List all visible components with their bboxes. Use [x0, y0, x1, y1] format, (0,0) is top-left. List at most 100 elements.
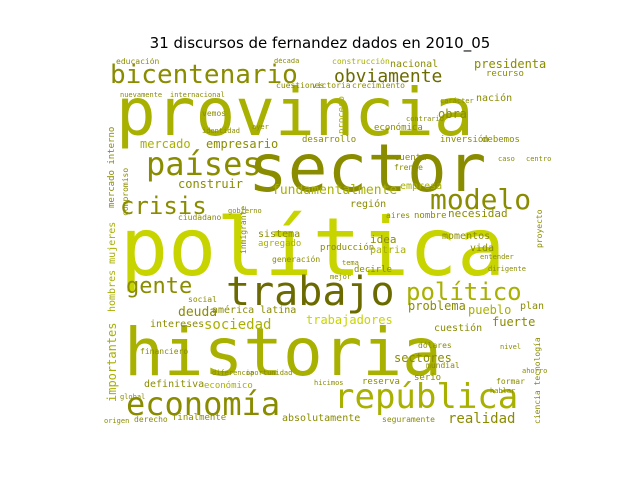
- chart-title: 31 discursos de fernandez dados en 2010_…: [149, 34, 491, 52]
- word-agregado: agregado: [258, 239, 302, 249]
- word-paises: países: [146, 145, 262, 183]
- word-hombres-mujeres: hombres mujeres: [107, 221, 118, 312]
- word-caracter: carácter: [440, 97, 474, 105]
- word-obra: obra: [438, 107, 467, 121]
- word-proyecto: proyecto: [535, 209, 544, 248]
- word-cloud: provincia sector política historia traba…: [96, 58, 560, 428]
- word-desarrollo: desarrollo: [302, 135, 357, 145]
- word-problema: problema: [408, 299, 466, 313]
- word-finalmente: finalmente: [172, 413, 227, 423]
- word-nacion: nación: [476, 93, 513, 104]
- word-plan: plan: [520, 301, 545, 312]
- word-nombre: nombre: [414, 211, 447, 221]
- word-intereses: intereses: [150, 319, 205, 330]
- word-tema: tema: [342, 259, 359, 267]
- word-derecho: derecho: [134, 415, 168, 424]
- word-hablar: hablar: [490, 387, 516, 395]
- word-bicentenario: bicentenario: [110, 60, 298, 90]
- word-victoria: victoria: [312, 81, 351, 90]
- word-decirle: decirle: [354, 265, 392, 275]
- word-provincia: provincia: [116, 74, 474, 151]
- word-cuestion: cuestión: [434, 323, 483, 334]
- word-origen: origen: [104, 417, 130, 425]
- word-empresario: empresario: [206, 137, 279, 151]
- word-formar: formar: [496, 377, 525, 386]
- word-reserva: reserva: [362, 377, 400, 387]
- word-dirigente: dirigente: [488, 265, 526, 273]
- word-idea: idea: [370, 233, 397, 246]
- word-economico: económico: [204, 381, 253, 391]
- word-construir: construir: [178, 177, 244, 191]
- word-republica: república: [334, 377, 519, 417]
- word-trabajadores: trabajadores: [306, 313, 393, 327]
- word-gobierno: gobierno: [228, 207, 262, 215]
- word-hicimos: hicimos: [314, 379, 344, 387]
- word-mercado: mercado: [140, 137, 191, 151]
- word-america-latina: américa latina: [212, 305, 297, 316]
- word-ahorro: ahorro: [522, 367, 548, 375]
- word-diferencia: diferencia: [212, 369, 255, 377]
- word-crisis: crisis: [120, 192, 207, 220]
- word-compromiso: compromiso: [121, 167, 130, 216]
- word-oportunidad: oportunidad: [246, 369, 293, 377]
- word-entender: entender: [480, 253, 514, 261]
- word-ayer: ayer: [252, 123, 269, 131]
- word-sistema: sistema: [258, 229, 301, 240]
- word-modelo: modelo: [430, 183, 532, 216]
- word-identidad: identidad: [202, 127, 240, 135]
- word-inversion: inversión: [440, 135, 489, 145]
- word-mejor: mejor: [330, 273, 352, 281]
- word-serio: serio: [414, 373, 442, 383]
- word-vida: vida: [470, 243, 495, 254]
- word-sector: sector: [248, 130, 487, 207]
- word-necesidad: necesidad: [448, 207, 508, 220]
- word-momentos: momentos: [442, 231, 491, 242]
- word-mundial: mundial: [426, 361, 460, 370]
- word-deuda: deuda: [178, 305, 218, 320]
- word-sectores: sectores: [394, 351, 452, 365]
- word-global: global: [120, 393, 146, 401]
- word-nivel: nivel: [500, 343, 522, 351]
- word-fuerte: fuerte: [492, 315, 536, 329]
- word-obviamente: obviamente: [334, 66, 443, 87]
- word-dolares: dólares: [418, 341, 452, 350]
- word-empresa: empresa: [400, 181, 443, 192]
- word-debemos: debemos: [482, 135, 520, 145]
- word-definitiva: definitiva: [144, 379, 205, 390]
- word-trabajo: trabajo: [226, 269, 395, 315]
- word-nuevamente: nuevamente: [120, 91, 163, 99]
- word-social: social: [188, 295, 217, 304]
- word-recurso: recurso: [486, 69, 524, 79]
- word-historia: historia: [124, 314, 442, 391]
- word-produccion: producción: [320, 243, 375, 253]
- word-aires: aires: [386, 211, 411, 220]
- word-proceso: proceso: [337, 96, 347, 134]
- word-educacion: educación: [116, 58, 160, 66]
- word-contrario: contrario: [406, 115, 444, 123]
- word-pueblo: pueblo: [468, 303, 512, 317]
- word-gente: gente: [126, 274, 193, 299]
- word-politica: política: [120, 201, 506, 294]
- word-region: región: [350, 199, 387, 210]
- word-generacion: generación: [272, 255, 321, 264]
- word-vemos: vemos: [202, 109, 227, 118]
- word-economica: económica: [374, 123, 423, 133]
- word-sociedad: sociedad: [204, 317, 272, 333]
- word-internacional: internacional: [170, 91, 225, 99]
- word-patria: patria: [370, 245, 407, 256]
- word-seguramente: seguramente: [382, 415, 435, 424]
- word-construccion: construcción: [332, 58, 390, 66]
- word-cuenta: cuenta: [394, 153, 427, 163]
- word-ciencia-tecnologia: ciencia tecnología: [533, 337, 542, 424]
- word-frente: frente: [394, 163, 423, 172]
- word-fundamentalmente: fundamentalmente: [272, 183, 398, 198]
- word-caso: caso: [498, 155, 515, 163]
- word-financiero: financiero: [140, 347, 189, 356]
- word-crecimiento: crecimiento: [352, 81, 405, 90]
- word-realidad: realidad: [448, 411, 516, 427]
- word-ciudadano: ciudadano: [178, 213, 222, 222]
- word-centro: centro: [526, 155, 552, 163]
- word-politico: político: [406, 278, 522, 306]
- word-nacional: nacional: [390, 59, 439, 70]
- word-presidenta: presidenta: [474, 58, 547, 71]
